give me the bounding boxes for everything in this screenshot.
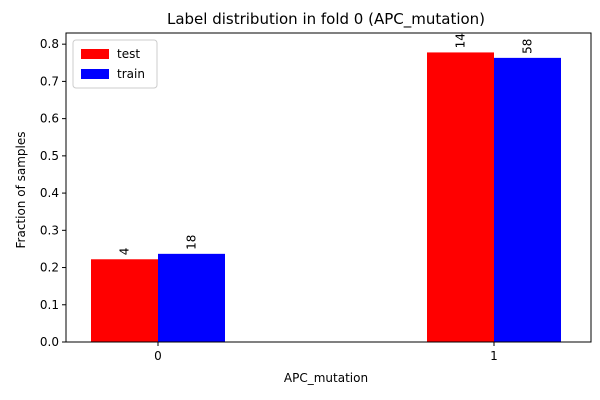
y-tick-label: 0.1: [40, 298, 59, 312]
bar-count-label: 14: [454, 33, 468, 48]
y-tick-label: 0.8: [40, 37, 59, 51]
bar: [158, 253, 225, 342]
y-tick-label: 0.7: [40, 74, 59, 88]
x-tick-label: 0: [154, 349, 162, 363]
bar-count-label: 4: [118, 248, 132, 256]
axes-frame: [65, 32, 592, 343]
bar: [91, 259, 158, 342]
bar-count-label: 18: [185, 235, 199, 250]
legend-swatch: [81, 69, 109, 79]
y-tick-label: 0.6: [40, 112, 59, 126]
y-tick-label: 0.3: [40, 223, 59, 237]
bar: [494, 57, 561, 342]
y-tick-label: 0.4: [40, 186, 59, 200]
y-tick-label: 0.5: [40, 149, 59, 163]
x-tick-label: 1: [490, 349, 498, 363]
legend-label: test: [117, 47, 140, 61]
legend-label: train: [117, 67, 145, 81]
y-axis-label: Fraction of samples: [14, 132, 28, 249]
bar: [427, 52, 494, 342]
y-tick-label: 0.0: [40, 335, 59, 349]
bar-count-label: 58: [521, 39, 535, 54]
chart-title: Label distribution in fold 0 (APC_mutati…: [167, 10, 485, 29]
x-axis-label: APC_mutation: [284, 371, 368, 385]
y-tick-label: 0.2: [40, 261, 59, 275]
legend-swatch: [81, 49, 109, 59]
